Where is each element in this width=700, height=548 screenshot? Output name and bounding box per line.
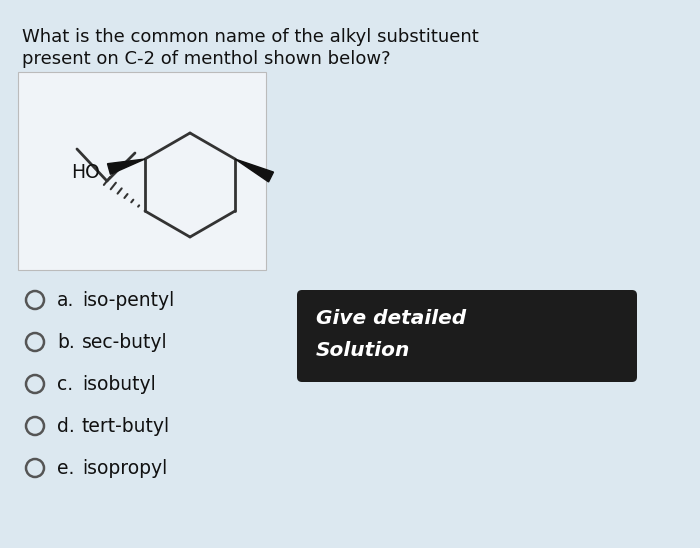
Text: tert-butyl: tert-butyl	[82, 416, 170, 436]
Text: isobutyl: isobutyl	[82, 374, 155, 393]
Text: present on C-2 of menthol shown below?: present on C-2 of menthol shown below?	[22, 50, 391, 68]
Text: What is the common name of the alkyl substituent: What is the common name of the alkyl sub…	[22, 28, 479, 46]
Text: Give detailed: Give detailed	[316, 310, 466, 328]
FancyBboxPatch shape	[18, 72, 266, 270]
Text: e.: e.	[57, 459, 74, 477]
Text: a.: a.	[57, 290, 74, 310]
Text: HO: HO	[71, 163, 99, 182]
FancyBboxPatch shape	[297, 290, 637, 382]
Polygon shape	[235, 159, 274, 182]
Text: b.: b.	[57, 333, 75, 351]
Text: isopropyl: isopropyl	[82, 459, 167, 477]
Text: sec-butyl: sec-butyl	[82, 333, 167, 351]
Text: d.: d.	[57, 416, 75, 436]
Text: iso-pentyl: iso-pentyl	[82, 290, 174, 310]
Text: c.: c.	[57, 374, 73, 393]
Polygon shape	[108, 159, 145, 174]
Text: Solution: Solution	[316, 341, 410, 361]
